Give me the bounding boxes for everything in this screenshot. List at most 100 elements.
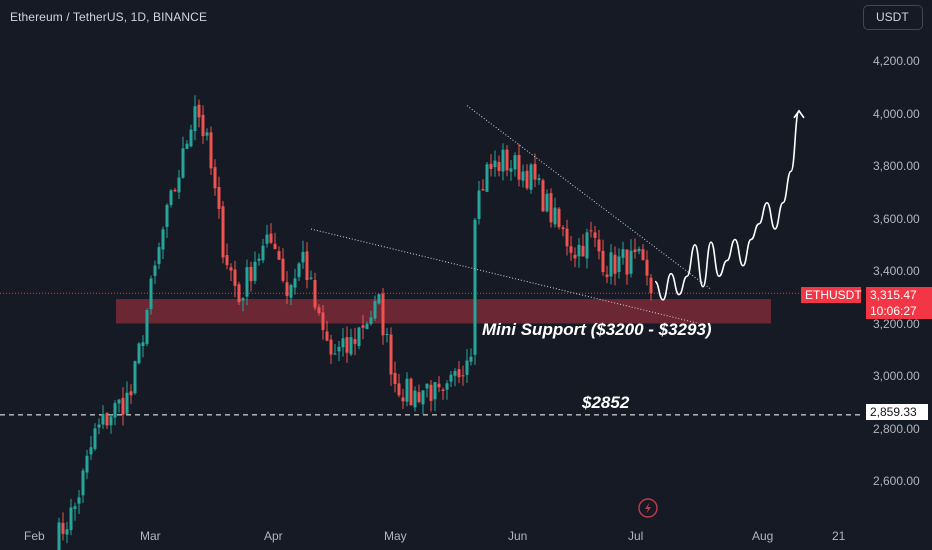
- candle-body: [609, 252, 613, 277]
- candle-body: [357, 327, 361, 347]
- candle-body: [541, 180, 545, 212]
- y-tick-label: 4,200.00: [873, 54, 920, 68]
- candle-body: [429, 384, 433, 401]
- candle-body: [241, 298, 245, 301]
- candle-body: [225, 255, 229, 266]
- y-tick-label: 2,800.00: [873, 421, 920, 436]
- candle-body: [493, 160, 497, 168]
- candle-body: [77, 497, 81, 504]
- candle-body: [645, 259, 649, 276]
- candle-body: [409, 378, 413, 406]
- x-tick-label: May: [384, 529, 407, 543]
- candle-body: [417, 392, 421, 403]
- candle-body: [497, 162, 501, 171]
- candle-body: [153, 265, 157, 276]
- candle-body: [273, 243, 277, 250]
- candle-body: [181, 148, 185, 178]
- candle-body: [449, 374, 453, 382]
- candle-body: [405, 378, 409, 402]
- candle-body: [169, 190, 173, 205]
- candle-body: [433, 382, 437, 400]
- candle-body: [361, 325, 365, 328]
- trendlines: [310, 105, 712, 324]
- candle-body: [137, 343, 141, 364]
- candle-body: [173, 189, 177, 192]
- candle-body: [61, 522, 65, 534]
- candle-body: [69, 507, 73, 531]
- candle-body: [473, 219, 477, 355]
- candle-body: [633, 249, 637, 253]
- candle-body: [213, 167, 217, 189]
- candle-body: [133, 361, 137, 394]
- candle-body: [621, 249, 625, 258]
- candle-body: [401, 397, 405, 402]
- x-tick-label: 21: [832, 529, 846, 543]
- y-tick-label: 2,600.00: [873, 474, 920, 488]
- y-tick-label: 3,000.00: [873, 369, 920, 383]
- candle-body: [313, 280, 317, 308]
- y-tick-label: 3,800.00: [873, 159, 920, 173]
- candle-body: [569, 246, 573, 253]
- candle-body: [197, 104, 201, 118]
- candle-body: [369, 317, 373, 324]
- candle-body: [81, 470, 85, 496]
- projection-arrowhead-icon: [793, 109, 805, 119]
- y-tick-label: 3,400.00: [873, 264, 920, 278]
- candle-body: [337, 346, 341, 352]
- candle-body: [109, 416, 113, 426]
- x-tick-label: Feb: [24, 529, 45, 543]
- candle-body: [517, 155, 521, 180]
- candle-body: [253, 261, 257, 281]
- candle-body: [121, 397, 125, 415]
- candle-body: [393, 372, 397, 384]
- candle-body: [189, 129, 193, 147]
- candle-body: [577, 244, 581, 257]
- candle-body: [581, 245, 585, 257]
- candle-body: [325, 331, 329, 341]
- candle-body: [485, 164, 489, 192]
- candle-body: [333, 353, 337, 355]
- candle-body: [625, 249, 629, 275]
- candle-body: [481, 189, 485, 191]
- countdown-label: 10:06:27: [866, 303, 932, 319]
- y-tick-label: 4,000.00: [873, 106, 920, 121]
- candle-body: [453, 371, 457, 376]
- candle-body: [397, 383, 401, 396]
- candle-body: [217, 187, 221, 209]
- candle-body: [425, 383, 429, 389]
- candle-body: [301, 251, 305, 263]
- candle-body: [65, 529, 69, 535]
- candle-body: [161, 229, 165, 250]
- candle-body: [125, 392, 129, 414]
- candle-body: [637, 248, 641, 252]
- candle-body: [309, 277, 313, 279]
- candle-body: [501, 149, 505, 172]
- candle-body: [249, 266, 253, 282]
- candle-body: [145, 309, 149, 344]
- x-tick-label: Jul: [628, 529, 644, 543]
- candle-body: [105, 412, 109, 426]
- candle-body: [349, 337, 353, 355]
- candle-body: [601, 250, 605, 273]
- trendline: [310, 228, 700, 324]
- candle-body: [505, 149, 509, 171]
- currency-button[interactable]: USDT: [863, 5, 923, 30]
- last-price-label: 3,315.47: [866, 287, 932, 303]
- candle-body: [605, 274, 609, 278]
- candle-body: [461, 375, 465, 377]
- support-zone: [116, 299, 771, 324]
- candle-body: [513, 155, 517, 170]
- candle-body: [209, 132, 213, 169]
- candle-body: [165, 205, 169, 227]
- candle-body: [113, 403, 117, 418]
- candle-body: [129, 391, 133, 396]
- candle-body: [585, 232, 589, 259]
- candle-body: [221, 206, 225, 258]
- candle-body: [489, 163, 493, 169]
- mini-support-annotation: Mini Support ($3200 - $3293): [482, 320, 712, 339]
- candle-body: [373, 301, 377, 319]
- candle-body: [97, 424, 101, 428]
- candles: [57, 95, 653, 550]
- candle-body: [201, 114, 205, 137]
